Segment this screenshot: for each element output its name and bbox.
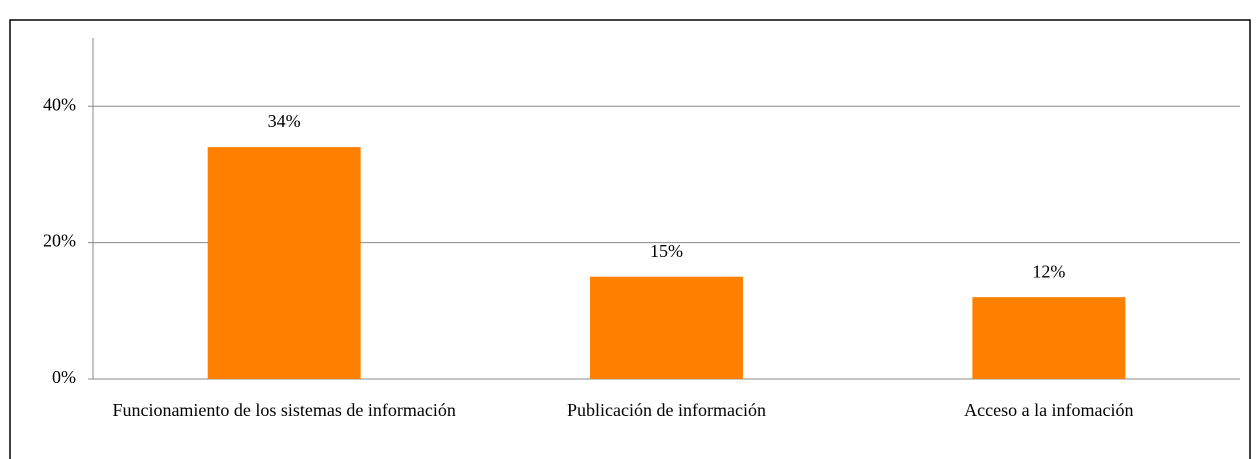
y-tick-label: 20% [43, 231, 76, 251]
data-label: 34% [268, 111, 301, 131]
y-tick-label: 0% [52, 367, 76, 387]
x-tick-label: Acceso a la infomación [964, 400, 1134, 420]
bar [207, 147, 361, 379]
x-tick-label: Publicación de información [567, 400, 766, 420]
data-label: 12% [1032, 261, 1065, 281]
bar [972, 297, 1126, 379]
bar [590, 276, 743, 379]
y-tick-label: 40% [43, 94, 76, 114]
x-tick-label: Funcionamiento de los sistemas de inform… [112, 400, 456, 420]
data-label: 15% [650, 241, 683, 261]
chart-frame [9, 19, 1251, 459]
